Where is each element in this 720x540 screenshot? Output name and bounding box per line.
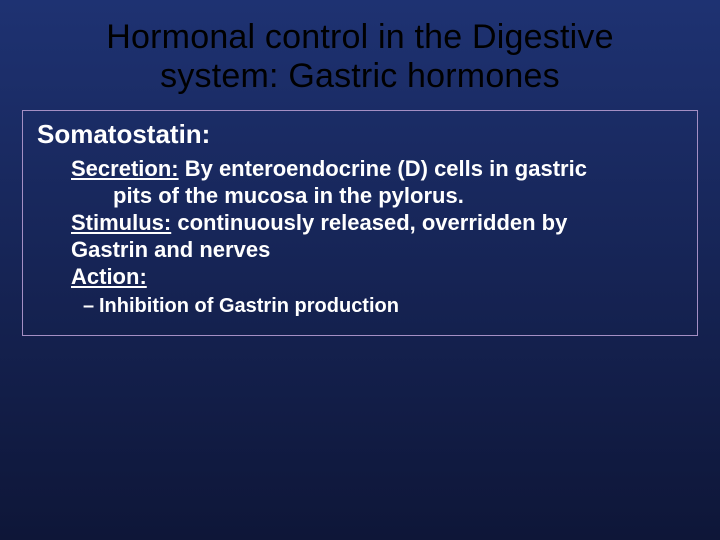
bullet-item: –Inhibition of Gastrin production: [83, 294, 667, 318]
slide: Hormonal control in the Digestive system…: [0, 0, 720, 540]
body-block: Secretion: By enteroendocrine (D) cells …: [71, 156, 667, 319]
title-line-2: system: Gastric hormones: [160, 57, 560, 95]
hormone-name: Somatostatin:: [37, 119, 683, 150]
secretion-line: Secretion: By enteroendocrine (D) cells …: [71, 156, 667, 183]
stimulus-label: Stimulus:: [71, 210, 171, 235]
secretion-label: Secretion:: [71, 156, 179, 181]
content-box: Somatostatin: Secretion: By enteroendocr…: [22, 110, 698, 336]
stimulus-text-b: Gastrin and nerves: [71, 237, 667, 264]
bullet-text: Inhibition of Gastrin production: [99, 295, 399, 317]
title-line-1: Hormonal control in the Digestive: [106, 18, 613, 56]
secretion-text-a: By enteroendocrine (D) cells in gastric: [179, 156, 587, 181]
bullet-dash-icon: –: [83, 294, 99, 318]
stimulus-text-a: continuously released, overridden by: [171, 210, 567, 235]
secretion-text-b: pits of the mucosa in the pylorus.: [71, 183, 667, 210]
slide-title: Hormonal control in the Digestive system…: [0, 0, 720, 110]
action-line: Action:: [71, 264, 667, 291]
action-label: Action:: [71, 264, 147, 289]
stimulus-line: Stimulus: continuously released, overrid…: [71, 210, 667, 237]
